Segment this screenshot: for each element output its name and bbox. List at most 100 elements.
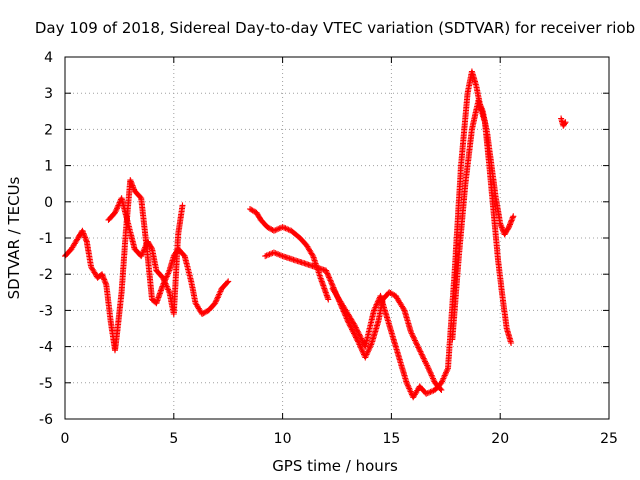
data-point bbox=[362, 353, 369, 359]
data-point bbox=[270, 249, 277, 256]
data-point bbox=[324, 271, 331, 278]
data-point bbox=[420, 354, 426, 361]
data-point bbox=[476, 100, 483, 107]
data-point bbox=[356, 332, 363, 339]
data-point bbox=[148, 244, 155, 251]
data-point bbox=[214, 295, 221, 302]
data-point bbox=[403, 379, 410, 386]
data-point bbox=[81, 231, 87, 238]
y-tick-label: 2 bbox=[44, 122, 53, 138]
data-point bbox=[479, 106, 486, 113]
data-point bbox=[273, 250, 280, 257]
data-point bbox=[276, 251, 283, 258]
data-point bbox=[139, 250, 146, 257]
data-point bbox=[354, 328, 361, 335]
data-point bbox=[325, 273, 332, 280]
x-tick-label: 25 bbox=[600, 431, 618, 447]
x-tick-label: 15 bbox=[382, 431, 400, 447]
axis-ticks: 0 5 10 15 20 25 -6 -5 -4 -3 -2 -1 0 1 2 3 4 bbox=[39, 50, 618, 447]
data-point bbox=[404, 382, 411, 389]
data-point bbox=[276, 225, 283, 232]
data-point bbox=[137, 194, 144, 201]
data-point bbox=[412, 338, 419, 345]
data-point bbox=[408, 329, 414, 336]
series-markers bbox=[62, 177, 232, 354]
y-tick-label: -6 bbox=[39, 412, 53, 428]
data-point bbox=[400, 306, 407, 313]
data-point bbox=[364, 350, 371, 357]
data-point bbox=[357, 342, 364, 349]
data-point bbox=[422, 358, 428, 365]
data-point bbox=[353, 326, 360, 332]
data-point bbox=[128, 181, 135, 188]
data-point bbox=[328, 280, 335, 287]
data-point bbox=[82, 234, 89, 241]
data-point bbox=[508, 217, 515, 224]
data-point bbox=[368, 341, 375, 348]
data-point bbox=[373, 301, 380, 308]
data-point bbox=[224, 279, 231, 286]
data-point bbox=[203, 308, 209, 315]
data-point bbox=[439, 376, 446, 383]
data-point bbox=[265, 251, 272, 258]
x-axis-label: GPS time / hours bbox=[272, 457, 398, 475]
data-point bbox=[423, 361, 430, 368]
data-point bbox=[424, 390, 431, 397]
data-point bbox=[442, 371, 449, 378]
data-point bbox=[422, 359, 429, 366]
data-point bbox=[357, 334, 364, 341]
data-point bbox=[140, 247, 147, 254]
data-point bbox=[358, 345, 365, 352]
data-point bbox=[418, 351, 425, 358]
data-point bbox=[262, 253, 269, 260]
y-tick-label: 3 bbox=[44, 86, 53, 102]
data-point bbox=[225, 278, 232, 285]
data-point bbox=[508, 340, 515, 346]
series-markers bbox=[558, 115, 569, 129]
data-point bbox=[326, 276, 333, 282]
data-point bbox=[366, 344, 373, 351]
data-point bbox=[323, 267, 330, 274]
x-tick-label: 0 bbox=[61, 431, 70, 447]
data-point bbox=[164, 271, 171, 278]
data-point bbox=[421, 357, 428, 363]
data-point bbox=[359, 338, 366, 345]
data-point bbox=[365, 347, 372, 354]
data-point bbox=[351, 321, 358, 328]
data-point bbox=[498, 224, 505, 231]
data-point bbox=[408, 330, 415, 337]
data-point bbox=[354, 327, 361, 334]
data-point bbox=[358, 336, 365, 343]
data-point bbox=[325, 296, 332, 303]
data-point bbox=[418, 350, 424, 356]
data-point bbox=[416, 345, 422, 352]
data-point bbox=[212, 298, 219, 305]
data-point bbox=[215, 292, 222, 299]
data-point bbox=[477, 102, 484, 109]
data-point bbox=[352, 323, 359, 330]
data-point bbox=[562, 119, 569, 126]
data-point bbox=[317, 275, 324, 282]
data-point bbox=[410, 334, 417, 341]
data-point bbox=[114, 205, 120, 212]
data-point bbox=[475, 97, 482, 104]
data-point bbox=[281, 224, 288, 231]
y-tick-label: -1 bbox=[39, 231, 53, 247]
data-point bbox=[414, 341, 420, 348]
data-point bbox=[270, 227, 277, 234]
data-point bbox=[406, 385, 413, 392]
data-point bbox=[438, 387, 445, 393]
y-tick-label: -2 bbox=[39, 267, 53, 283]
data-point bbox=[509, 214, 516, 221]
data-point bbox=[115, 202, 122, 209]
grid-lines bbox=[65, 57, 609, 419]
data-point bbox=[413, 340, 420, 347]
data-point bbox=[352, 324, 359, 331]
data-markers bbox=[62, 68, 569, 401]
data-point bbox=[323, 269, 330, 275]
data-point bbox=[430, 375, 436, 382]
data-point bbox=[414, 343, 421, 349]
data-point bbox=[427, 369, 434, 376]
data-point bbox=[426, 366, 432, 373]
